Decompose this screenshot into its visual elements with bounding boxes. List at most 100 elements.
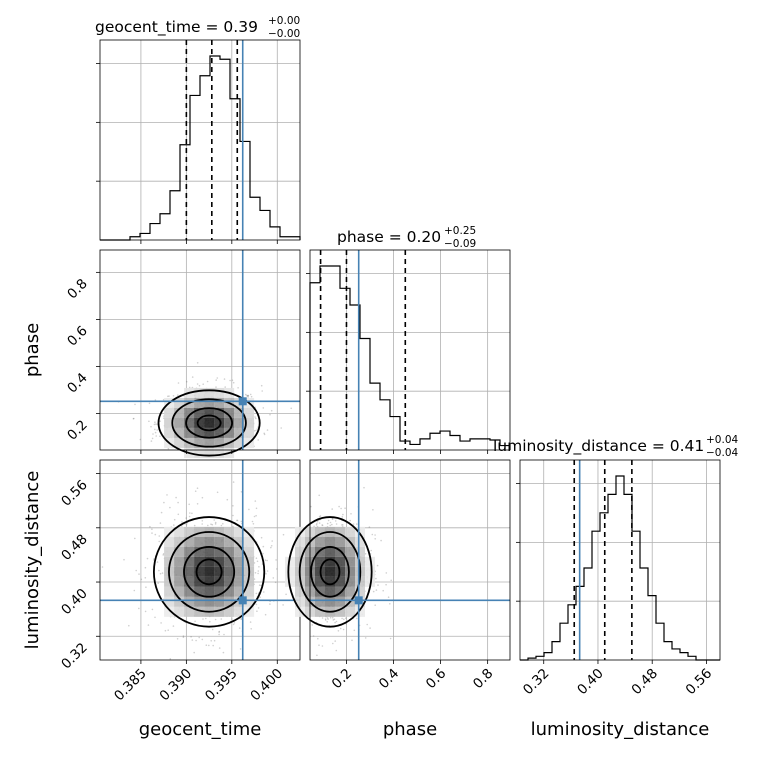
y-tick-label: 0.8 [64,276,91,303]
scatter-point [240,520,243,523]
scatter-point [162,554,164,556]
title-luminosity-distance: luminosity_distance = 0.41 +0.04 −0.04 [493,434,738,459]
scatter-point [331,523,333,526]
scatter-point [193,651,195,654]
density-cell [164,546,175,557]
scatter-point [240,491,243,493]
contour-level-3 [168,531,251,613]
scatter-point [167,395,169,398]
scatter-point [237,387,239,389]
panel-frame [309,459,511,661]
scatter-point [262,545,265,548]
y-axis-label-phase: phase [22,323,43,377]
density-cell [365,576,375,587]
density-cell [234,536,245,547]
scatter-point [258,566,260,568]
density-cell [184,576,195,587]
density-cell [164,586,175,597]
density-cell [174,596,185,607]
density-cell [194,536,205,547]
scatter-point [133,417,135,420]
scatter-point [196,362,199,364]
scatter-point [311,624,314,626]
panel-geocent_time-phase: 0.2 0.4 0.6 0.8 [64,249,301,458]
scatter-point [159,435,161,438]
scatter-point [138,607,140,610]
scatter-point [198,636,200,639]
scatter-point [385,583,387,586]
scatter-point [223,378,226,380]
x-tick-label: 0.385 [111,666,150,705]
scatter-point [318,644,320,646]
scatter-point [264,559,267,561]
scatter-point [173,518,176,521]
scatter-point [316,654,318,657]
density-cell [184,586,195,597]
scatter-point [275,559,277,561]
density-cell [204,427,215,438]
scatter-point [333,618,336,621]
density-cell [184,407,195,418]
scatter-point [181,521,183,523]
contour-level-4 [287,516,373,628]
scatter-point [205,644,208,646]
panel-frame [519,459,721,661]
scatter-point [139,438,142,441]
density-cell [224,407,235,418]
scatter-point [363,486,365,489]
scatter-point [152,433,154,435]
density-cell [325,536,335,547]
density-cell [194,546,205,557]
scatter-point [177,394,179,396]
scatter-point [134,403,136,406]
x-tick-label: 0.390 [157,666,196,705]
scatter-point [223,633,225,636]
scatter-point [262,407,265,409]
scatter-point [260,584,263,587]
contour-level-3 [171,398,247,448]
scatter-point [211,628,214,631]
density-cell [244,526,255,537]
density-cell [194,387,205,398]
scatter-point [352,523,355,525]
scatter-point [269,603,271,605]
scatter-point [337,630,340,632]
contour-level-2 [185,407,233,439]
scatter-point [316,520,319,523]
y-tick-label: 0.6 [64,323,91,350]
density-cell [164,536,175,547]
density-cell [164,606,175,617]
scatter-point [150,440,153,442]
scatter-point [155,435,157,437]
density-cell [224,526,235,537]
scatter-point [159,522,162,524]
density-cell [355,526,365,537]
x-tick-label: 0.6 [423,666,450,693]
scatter-point [261,390,264,392]
density-cell [355,536,365,547]
density-cell [295,526,305,537]
scatter-point [334,640,337,642]
y-tick-label: 0.56 [58,477,91,510]
density-cell [214,437,225,448]
scatter-point [214,521,217,524]
scatter-point [185,380,188,383]
panel-phase-luminosity_distance: 0.2 0.4 0.6 0.8 [285,459,511,693]
scatter-point [285,593,287,596]
scatter-point [318,515,321,518]
density-cell [194,437,205,448]
scatter-point [215,379,217,381]
title-geocent-time-plus: +0.00 [268,15,300,27]
density-cell [345,556,355,567]
contour-level-2 [183,546,236,598]
scatter-point [177,513,180,516]
scatter-point [236,519,239,522]
y-tick-label: 0.32 [58,640,91,673]
density-cell [285,576,295,587]
density-cell [174,586,185,597]
scatter-point [334,520,337,522]
scatter-point [239,648,242,650]
scatter-point [188,503,190,506]
scatter-point [226,498,229,501]
scatter-point [154,616,156,619]
